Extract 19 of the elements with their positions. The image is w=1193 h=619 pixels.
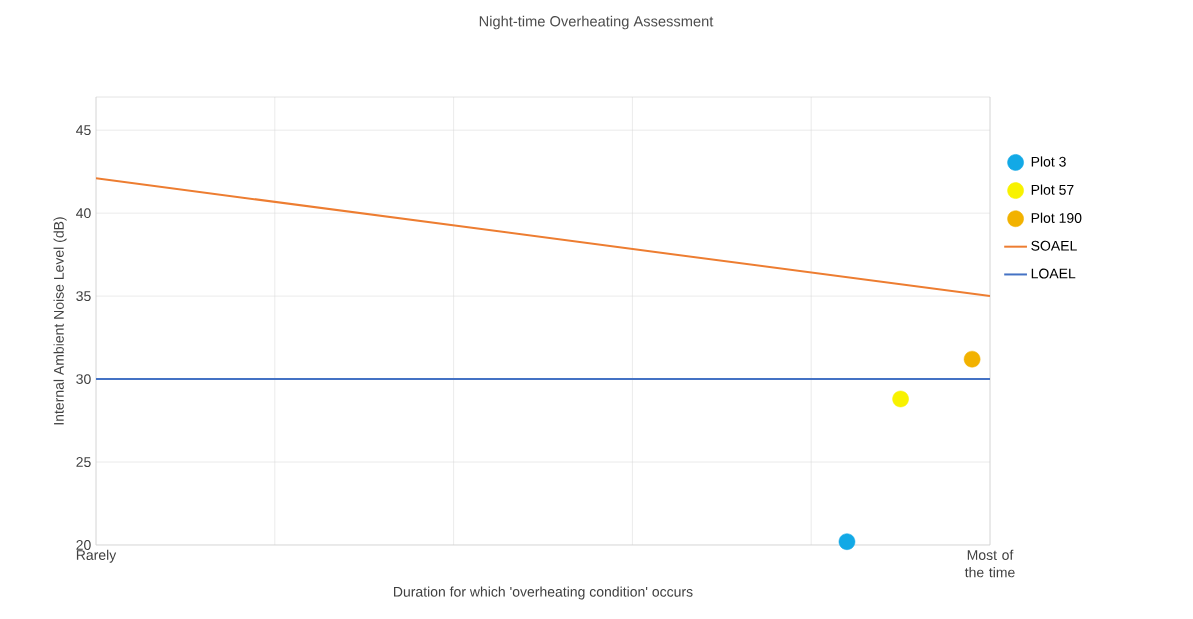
y-tick-label: 35 bbox=[76, 291, 91, 302]
y-tick-label: 20 bbox=[76, 540, 91, 550]
x-axis-title: Duration for which 'overheating condition' occurs bbox=[394, 586, 693, 600]
y-axis-title: Internal Ambient Noise Level (dB) bbox=[53, 217, 67, 425]
x-tick-label: Most of the time bbox=[964, 549, 1015, 578]
point bbox=[963, 350, 981, 368]
y-tick-label: 40 bbox=[76, 208, 91, 219]
y-tick-label: 25 bbox=[76, 457, 91, 467]
y-tick-label: 45 bbox=[76, 125, 91, 136]
point bbox=[838, 533, 856, 550]
chart-title: Night-time Overheating Assessment bbox=[479, 15, 714, 30]
legend-label: Plot 3 bbox=[1031, 156, 1066, 167]
y-tick-label: 30 bbox=[76, 374, 91, 385]
point bbox=[892, 390, 909, 408]
legend-label: Plot 190 bbox=[1031, 212, 1082, 223]
legend-label: Plot 57 bbox=[1031, 184, 1074, 195]
legend-label: SOAEL bbox=[1031, 240, 1077, 251]
legend-label: LOAEL bbox=[1031, 268, 1076, 279]
x-tick-label: Rarely bbox=[76, 549, 117, 563]
